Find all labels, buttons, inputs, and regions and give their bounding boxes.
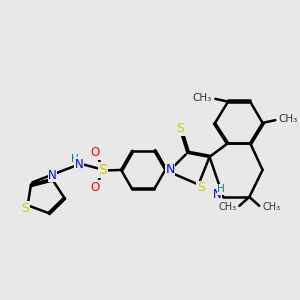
- Text: CH₃: CH₃: [279, 114, 298, 124]
- Text: N: N: [213, 188, 222, 201]
- Text: N: N: [48, 169, 57, 182]
- Text: CH₃: CH₃: [262, 202, 280, 212]
- Text: S: S: [197, 182, 205, 194]
- Text: CH₃: CH₃: [193, 93, 212, 103]
- Text: H: H: [217, 184, 225, 194]
- Text: S: S: [98, 163, 107, 177]
- Text: H: H: [71, 154, 79, 164]
- Text: S: S: [176, 122, 184, 135]
- Text: N: N: [75, 158, 84, 171]
- Text: S: S: [21, 202, 29, 214]
- Text: O: O: [91, 181, 100, 194]
- Text: O: O: [91, 146, 100, 159]
- Text: CH₃: CH₃: [218, 202, 236, 212]
- Text: N: N: [165, 164, 175, 176]
